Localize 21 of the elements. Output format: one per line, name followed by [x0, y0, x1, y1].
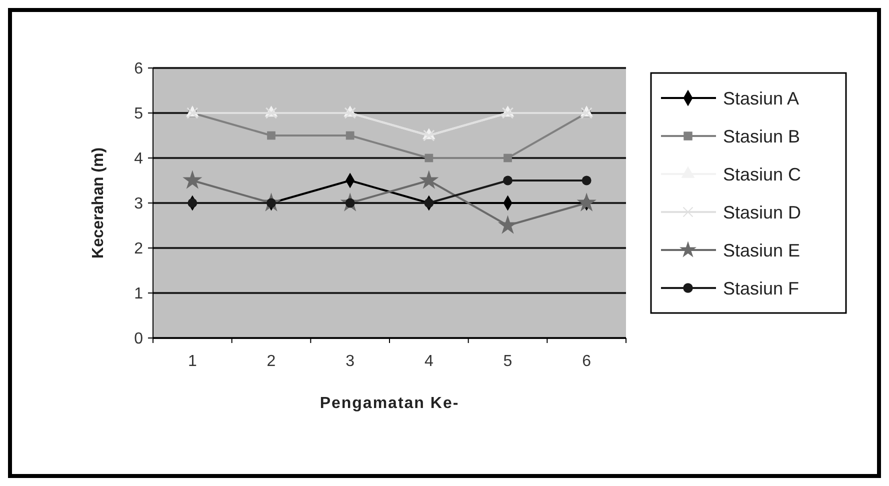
y-tick-label: 6	[134, 60, 144, 78]
x-tick-label: 4	[424, 353, 434, 370]
legend-label: Stasiun A	[723, 88, 800, 108]
legend-label: Stasiun F	[723, 278, 800, 298]
y-axis-title: Kecerahan (m)	[90, 147, 107, 259]
x-tick-label: 2	[266, 353, 276, 370]
y-tick-label: 2	[134, 240, 144, 258]
legend-label: Stasiun B	[723, 126, 800, 146]
x-tick-label: 1	[188, 353, 197, 370]
legend-label: Stasiun C	[723, 164, 802, 184]
x-tick-label: 3	[346, 353, 355, 370]
x-axis-title: Pengamatan Ke-	[320, 395, 460, 412]
x-tick-label: 5	[503, 353, 512, 370]
y-tick-label: 1	[134, 286, 144, 303]
y-tick-label: 0	[134, 330, 144, 348]
legend-label: Stasiun E	[723, 240, 800, 260]
y-tick-label: 3	[134, 196, 144, 213]
y-tick-label: 4	[134, 150, 144, 168]
y-tick-label: 5	[134, 106, 144, 123]
legend-label: Stasiun D	[723, 202, 802, 222]
x-tick-label: 6	[582, 353, 592, 370]
